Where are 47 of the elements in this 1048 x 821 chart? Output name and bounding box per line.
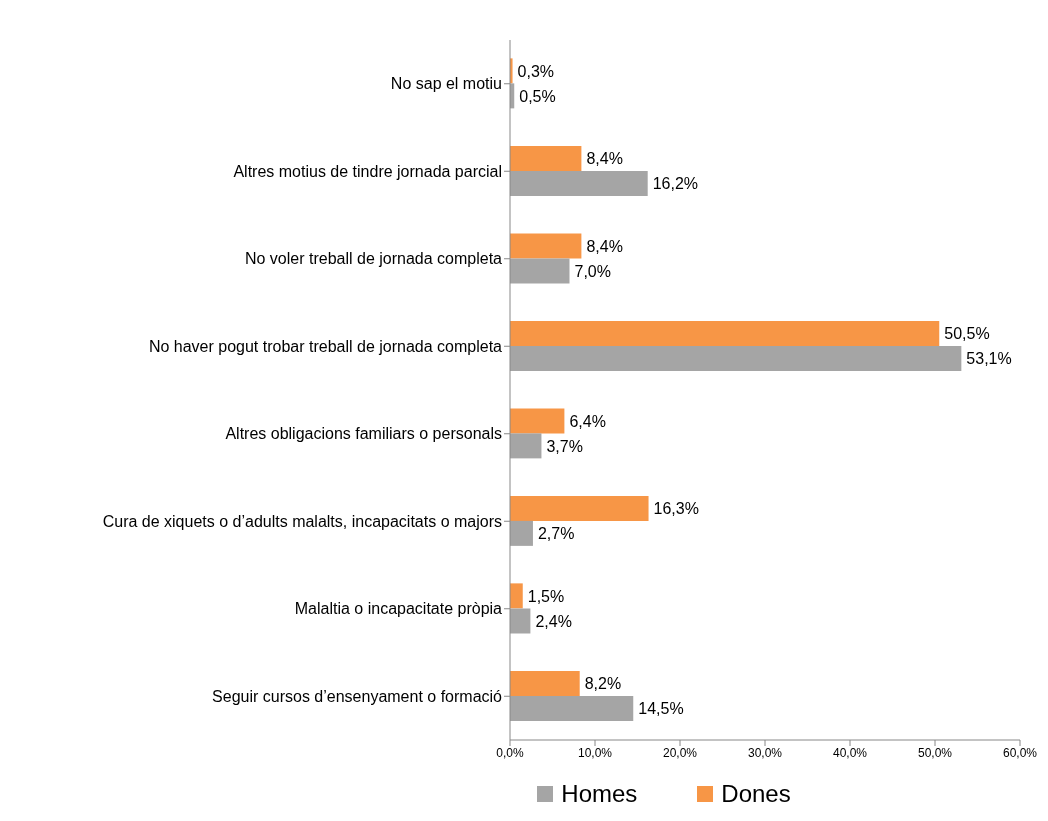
data-label: 6,4%: [569, 412, 606, 430]
y-tick-label: Altres obligacions familiars o personals: [225, 425, 502, 443]
bar: [510, 258, 570, 284]
bar: [510, 408, 565, 434]
data-label: 8,4%: [586, 237, 623, 255]
y-tick-label: No haver pogut trobar treball de jornada completa: [148, 337, 503, 355]
x-tick-label: 20,0%: [662, 745, 698, 760]
x-tick-label: 60,0%: [1002, 745, 1038, 760]
data-label: 2,7%: [537, 525, 575, 543]
bar: [510, 233, 582, 259]
legend-label: Dones: [720, 780, 791, 808]
data-label: 16,2%: [652, 175, 699, 193]
bar: [510, 145, 582, 171]
data-label: 14,5%: [638, 700, 684, 718]
x-tick-label: 0,0%: [496, 745, 524, 760]
data-label: 0,5%: [519, 87, 556, 105]
bar: [510, 345, 962, 371]
y-tick-label: No voler treball de jornada completa: [244, 250, 503, 268]
data-label: 16,3%: [653, 500, 699, 518]
y-tick-label: Seguir cursos d’ensenyament o formació: [212, 687, 503, 705]
y-tick-label: Altres motius de tindre jornada parcial: [233, 162, 502, 180]
data-label: 7,0%: [574, 262, 611, 280]
data-label: 8,2%: [584, 675, 622, 693]
x-tick-label: 10,0%: [577, 745, 613, 760]
bar: [510, 695, 634, 721]
x-tick-label: 30,0%: [747, 745, 783, 760]
y-tick-label: No sap el motiu: [390, 75, 502, 93]
legend-label: Homes: [560, 780, 638, 808]
bar: [510, 320, 940, 346]
bar: [510, 170, 648, 196]
data-label: 3,7%: [546, 437, 583, 455]
bar: [510, 433, 542, 459]
bar: [510, 670, 580, 696]
data-label: 2,4%: [535, 612, 572, 630]
x-tick-label: 50,0%: [917, 745, 953, 760]
bar: [510, 583, 523, 609]
bar: [510, 495, 649, 521]
bar: [510, 608, 531, 634]
y-tick-label: Malaltia o incapacitate pròpia: [294, 600, 503, 618]
data-label: 53,1%: [966, 350, 1012, 368]
data-label: 50,5%: [944, 325, 990, 343]
x-tick-label: 40,0%: [832, 745, 868, 760]
y-tick-label: Cura de xiquets o d’adults malalts, incapacitats o majors: [102, 512, 502, 530]
data-label: 8,4%: [586, 150, 623, 168]
data-label: 0,3%: [517, 62, 555, 80]
bar: [510, 520, 533, 546]
data-label: 1,5%: [527, 587, 565, 605]
